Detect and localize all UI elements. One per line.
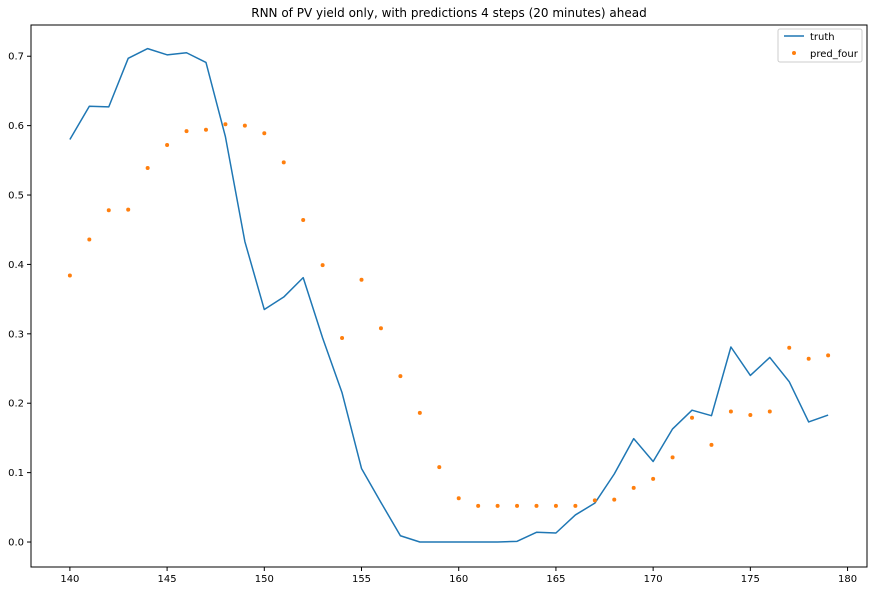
x-tick-label: 155 <box>352 574 371 585</box>
point-pred_four <box>359 277 364 282</box>
point-pred_four <box>281 160 286 165</box>
y-tick-label: 0.7 <box>8 52 24 63</box>
point-pred_four <box>242 123 247 128</box>
point-pred_four <box>203 127 208 132</box>
point-pred_four <box>320 263 325 268</box>
x-axis: 140 145 150 155 160 165 170 175 180 <box>60 567 857 585</box>
point-pred_four <box>690 415 695 420</box>
point-pred_four <box>553 503 558 508</box>
point-pred_four <box>165 143 170 148</box>
point-pred_four <box>631 485 636 490</box>
x-tick-label: 160 <box>449 574 468 585</box>
point-pred_four <box>534 503 539 508</box>
point-pred_four <box>826 353 831 358</box>
legend-pred-four-swatch <box>792 51 796 55</box>
point-pred_four <box>806 356 811 361</box>
series-layer <box>67 47 831 543</box>
x-tick-label: 145 <box>158 574 177 585</box>
point-pred_four <box>87 237 92 242</box>
y-axis: 0.0 0.1 0.2 0.3 0.4 0.5 0.6 0.7 <box>8 52 31 549</box>
y-tick-label: 0.2 <box>8 399 24 410</box>
point-pred_four <box>787 345 792 350</box>
y-tick-label: 0.5 <box>8 191 24 202</box>
x-tick-label: 170 <box>644 574 663 585</box>
legend-pred-four-label: pred_four <box>810 49 859 60</box>
point-pred_four <box>398 374 403 379</box>
point-pred_four <box>223 122 228 127</box>
y-tick-label: 0.1 <box>8 468 24 479</box>
point-pred_four <box>573 503 578 508</box>
series-line-truth <box>69 47 829 543</box>
point-pred_four <box>340 335 345 340</box>
y-tick-label: 0.3 <box>8 329 24 340</box>
x-tick-label: 180 <box>838 574 857 585</box>
point-pred_four <box>495 503 500 508</box>
point-pred_four <box>670 455 675 460</box>
point-pred_four <box>456 496 461 501</box>
point-pred_four <box>184 129 189 134</box>
point-pred_four <box>106 208 111 213</box>
point-pred_four <box>748 413 753 418</box>
legend-truth-label: truth <box>810 32 835 43</box>
plot-area <box>30 24 868 568</box>
point-pred_four <box>378 326 383 331</box>
legend: truth pred_four <box>777 28 863 63</box>
chart-title: RNN of PV yield only, with predictions 4… <box>251 6 647 20</box>
point-pred_four <box>709 442 714 447</box>
point-pred_four <box>728 409 733 414</box>
point-pred_four <box>126 207 131 212</box>
point-pred_four <box>417 410 422 415</box>
point-pred_four <box>262 131 267 136</box>
point-pred_four <box>301 218 306 223</box>
point-pred_four <box>67 273 72 278</box>
point-pred_four <box>145 165 150 170</box>
x-tick-label: 150 <box>255 574 274 585</box>
point-pred_four <box>515 503 520 508</box>
x-tick-label: 175 <box>741 574 760 585</box>
y-tick-label: 0.4 <box>8 260 24 271</box>
point-pred_four <box>767 409 772 414</box>
point-pred_four <box>437 465 442 470</box>
point-pred_four <box>612 497 617 502</box>
x-tick-label: 140 <box>60 574 79 585</box>
point-pred_four <box>476 503 481 508</box>
y-tick-label: 0.0 <box>8 538 24 549</box>
legend-box <box>777 28 863 63</box>
point-pred_four <box>592 498 597 503</box>
x-tick-label: 165 <box>546 574 565 585</box>
y-tick-label: 0.6 <box>8 121 24 132</box>
point-pred_four <box>651 476 656 481</box>
